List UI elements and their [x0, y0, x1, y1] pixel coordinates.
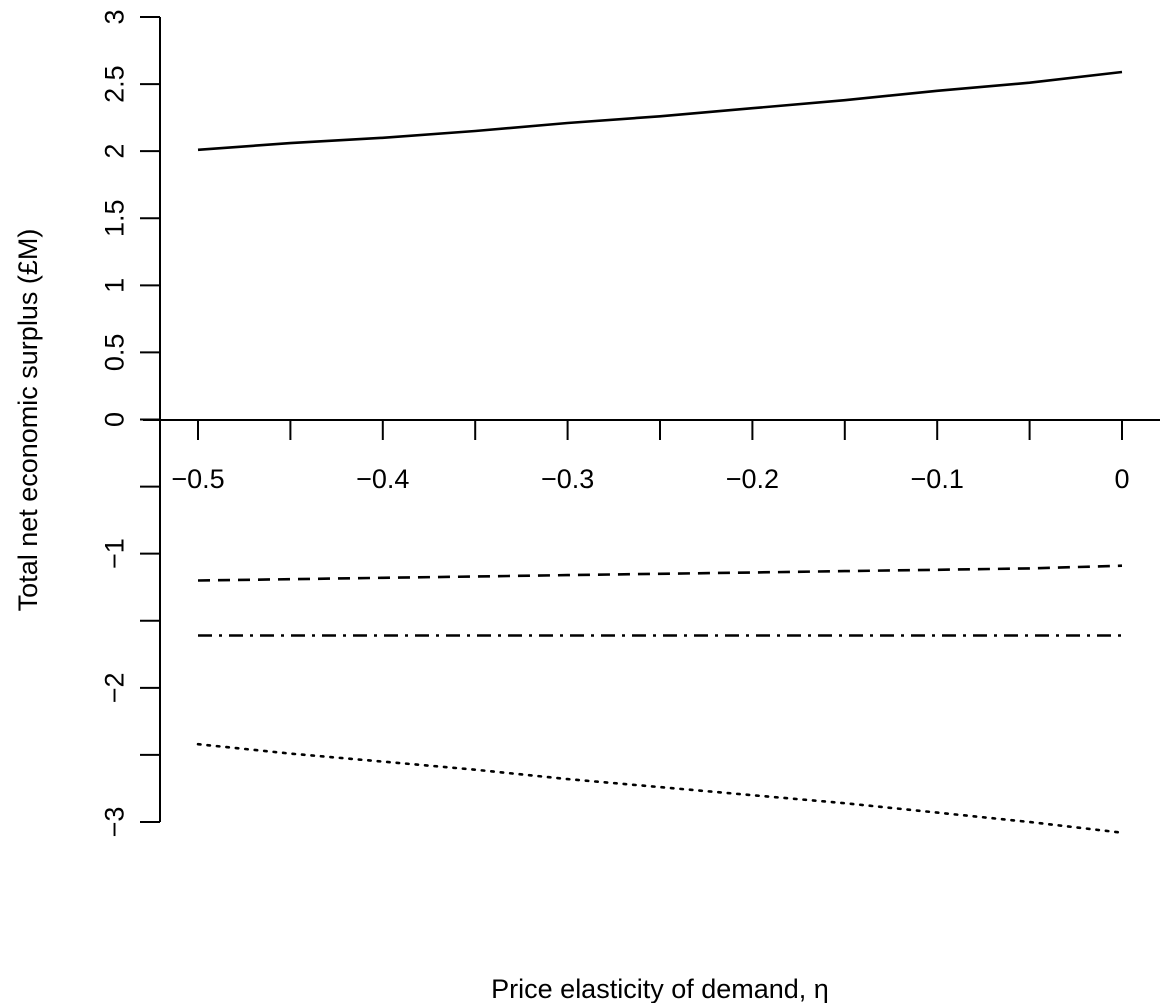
y-tick-label: 3: [99, 9, 129, 24]
x-tick-label: −0.2: [726, 464, 779, 494]
x-tick-label: −0.4: [356, 464, 409, 494]
y-tick-label: 0.5: [99, 334, 129, 372]
x-tick-label: 0: [1114, 464, 1129, 494]
y-tick-label: 1.5: [99, 199, 129, 237]
axes-layer: −3 −2 −1 0 0.5 1 1.5 2 2.5 3 −0.5 −0.4 −0.3 −0.2 −0.1 0: [99, 9, 1160, 837]
y-tick-label: 0: [99, 412, 129, 427]
y-tick-label: 1: [99, 278, 129, 293]
y-tick-label: −1: [99, 538, 129, 569]
x-tick-label: −0.5: [171, 464, 224, 494]
x-axis-title: Price elasticity of demand, η: [491, 974, 829, 1003]
y-axis-title: Total net economic surplus (£M): [13, 229, 43, 612]
x-tick-label: −0.3: [541, 464, 594, 494]
y-tick-label: −3: [99, 807, 129, 838]
y-tick-label: 2: [99, 144, 129, 159]
series-dashed-line: [197, 564, 1123, 582]
y-tick-label: −2: [99, 672, 129, 703]
x-tick-label: −0.1: [911, 464, 964, 494]
series-dotted-line: [196, 742, 1124, 835]
series-solid-line: [197, 70, 1123, 152]
series-layer: [196, 70, 1124, 835]
y-tick-label: 2.5: [99, 65, 129, 103]
